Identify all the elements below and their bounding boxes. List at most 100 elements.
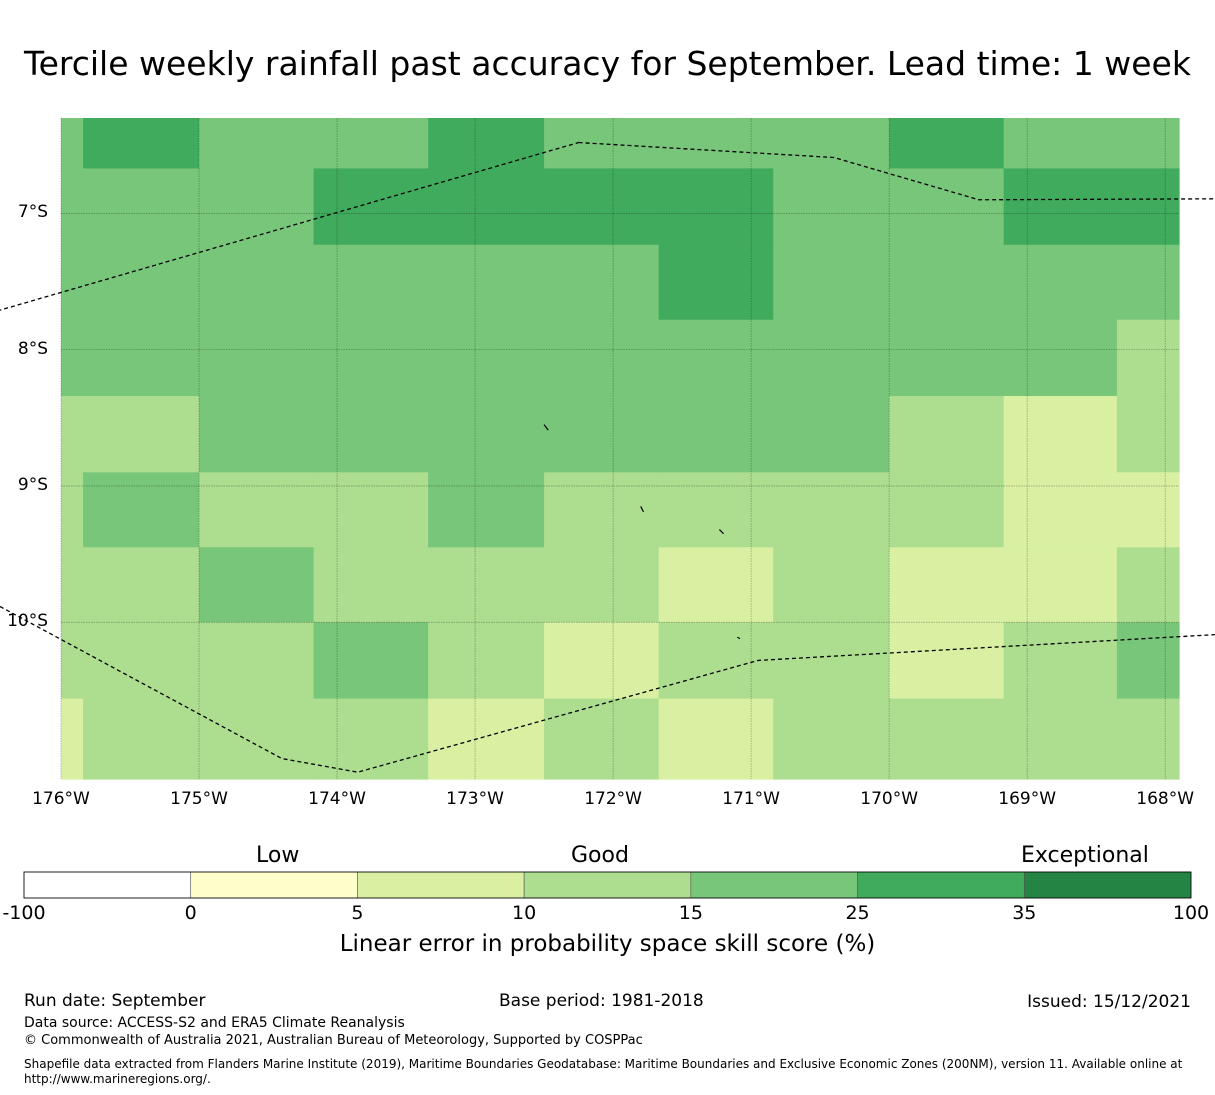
grid-cell — [199, 472, 315, 548]
grid-cell — [83, 547, 200, 623]
lon-tick-label: 176°W — [32, 789, 90, 809]
grid-cell — [428, 118, 545, 170]
grid-cell — [773, 118, 890, 170]
grid-cell — [889, 244, 1005, 321]
eez-boundary-line — [0, 141, 1215, 773]
grid-cell — [313, 547, 429, 623]
lon-tick-label: 174°W — [308, 789, 366, 809]
grid-cell — [61, 118, 84, 170]
grid-cell — [199, 396, 315, 473]
grid-cell — [1116, 472, 1180, 548]
lat-tick-label: 9°S — [17, 474, 48, 495]
grid-cell — [773, 622, 890, 700]
grid-cell — [889, 118, 1005, 170]
grid-cells — [61, 118, 1180, 780]
grid-cell — [658, 472, 774, 548]
grid-cell — [544, 396, 660, 473]
island — [543, 424, 549, 431]
grid-cell — [313, 472, 429, 548]
grid-cell — [658, 168, 774, 246]
shapefile-credit-line2: http://www.marineregions.org/. — [24, 1072, 211, 1086]
colorbar-tick-label: 10 — [512, 902, 537, 924]
grid-cell — [1003, 319, 1118, 397]
grid-cell — [83, 168, 200, 246]
grid-cell — [199, 319, 315, 397]
islands — [543, 424, 741, 640]
grid-cell — [773, 698, 890, 780]
colorbar-bin — [357, 871, 525, 899]
base-period: Base period: 1981-2018 — [499, 991, 704, 1011]
grid-cell — [544, 547, 660, 623]
grid-cell — [773, 472, 890, 548]
grid-cell — [428, 698, 545, 780]
grid-cell — [544, 622, 660, 700]
grid-cell — [1003, 622, 1118, 700]
grid-cell — [428, 396, 545, 473]
grid-cell — [83, 698, 200, 780]
lat-tick-label: 8°S — [17, 338, 48, 359]
grid-cell — [83, 396, 200, 473]
grid-cell — [61, 319, 84, 397]
lon-tick-label: 175°W — [170, 789, 228, 809]
grid-cell — [428, 622, 545, 700]
colorbar-bin — [523, 871, 692, 899]
grid-cell — [199, 244, 315, 321]
category-good-label: Good — [571, 843, 629, 868]
grid-cell — [199, 622, 315, 700]
grid-cell — [1003, 168, 1118, 246]
colorbar-frame — [23, 871, 1192, 899]
colorbar-tick-label: 35 — [1012, 902, 1037, 924]
lon-tick-label: 169°W — [998, 789, 1057, 809]
grid-cell — [83, 622, 200, 700]
grid-cell — [313, 698, 429, 780]
colorbar-tick-label: 100 — [1172, 902, 1210, 924]
grid-cell — [658, 244, 774, 321]
grid-cell — [61, 622, 84, 700]
grid-cell — [61, 698, 84, 780]
colorbar — [23, 871, 1192, 899]
colorbar-tick-label: 5 — [351, 902, 364, 924]
grid-cell — [773, 168, 890, 246]
grid-cell — [1116, 396, 1180, 473]
grid-cell — [199, 168, 315, 246]
grid-cell — [1003, 472, 1118, 548]
colorbar-tick-label: -100 — [2, 902, 46, 924]
colorbar-tick-label: 15 — [678, 902, 703, 924]
grid-cell — [1116, 698, 1180, 780]
colorbar-bin — [857, 871, 1025, 899]
grid-cell — [199, 118, 315, 170]
grid-cell — [889, 319, 1005, 397]
grid-cell — [544, 168, 660, 246]
grid-cell — [544, 319, 660, 397]
colorbar-bin — [23, 871, 192, 899]
grid-cell — [544, 472, 660, 548]
lon-tick-label: 171°W — [722, 789, 780, 809]
grid-cell — [889, 168, 1005, 246]
grid-cell — [61, 472, 84, 548]
grid-cell — [61, 396, 84, 473]
grid-cell — [658, 319, 774, 397]
grid-cell — [199, 698, 315, 780]
grid-cell — [428, 168, 545, 246]
shapefile-credit-line1: Shapefile data extracted from Flanders M… — [24, 1057, 1183, 1071]
grid-cell — [428, 319, 545, 397]
grid-cell — [1003, 118, 1118, 170]
grid-cell — [1116, 118, 1180, 170]
colorbar-title: Linear error in probability space skill … — [339, 931, 876, 957]
category-exceptional-label: Exceptional — [1021, 843, 1149, 868]
grid-cell — [889, 472, 1005, 548]
grid-cell — [61, 547, 84, 623]
map-title: Tercile weekly rainfall past accuracy fo… — [24, 44, 1191, 83]
grid-cell — [199, 547, 315, 623]
data-source: Data source: ACCESS-S2 and ERA5 Climate … — [24, 1015, 405, 1031]
colorbar-tick-label: 25 — [845, 902, 870, 924]
grid-cell — [61, 244, 84, 321]
grid-cell — [658, 547, 774, 623]
grid-cell — [658, 396, 774, 473]
grid-cell — [313, 244, 429, 321]
grid-cell — [313, 168, 429, 246]
lon-tick-label: 168°W — [1136, 789, 1195, 809]
grid-cell — [61, 168, 84, 246]
grid-cell — [313, 396, 429, 473]
